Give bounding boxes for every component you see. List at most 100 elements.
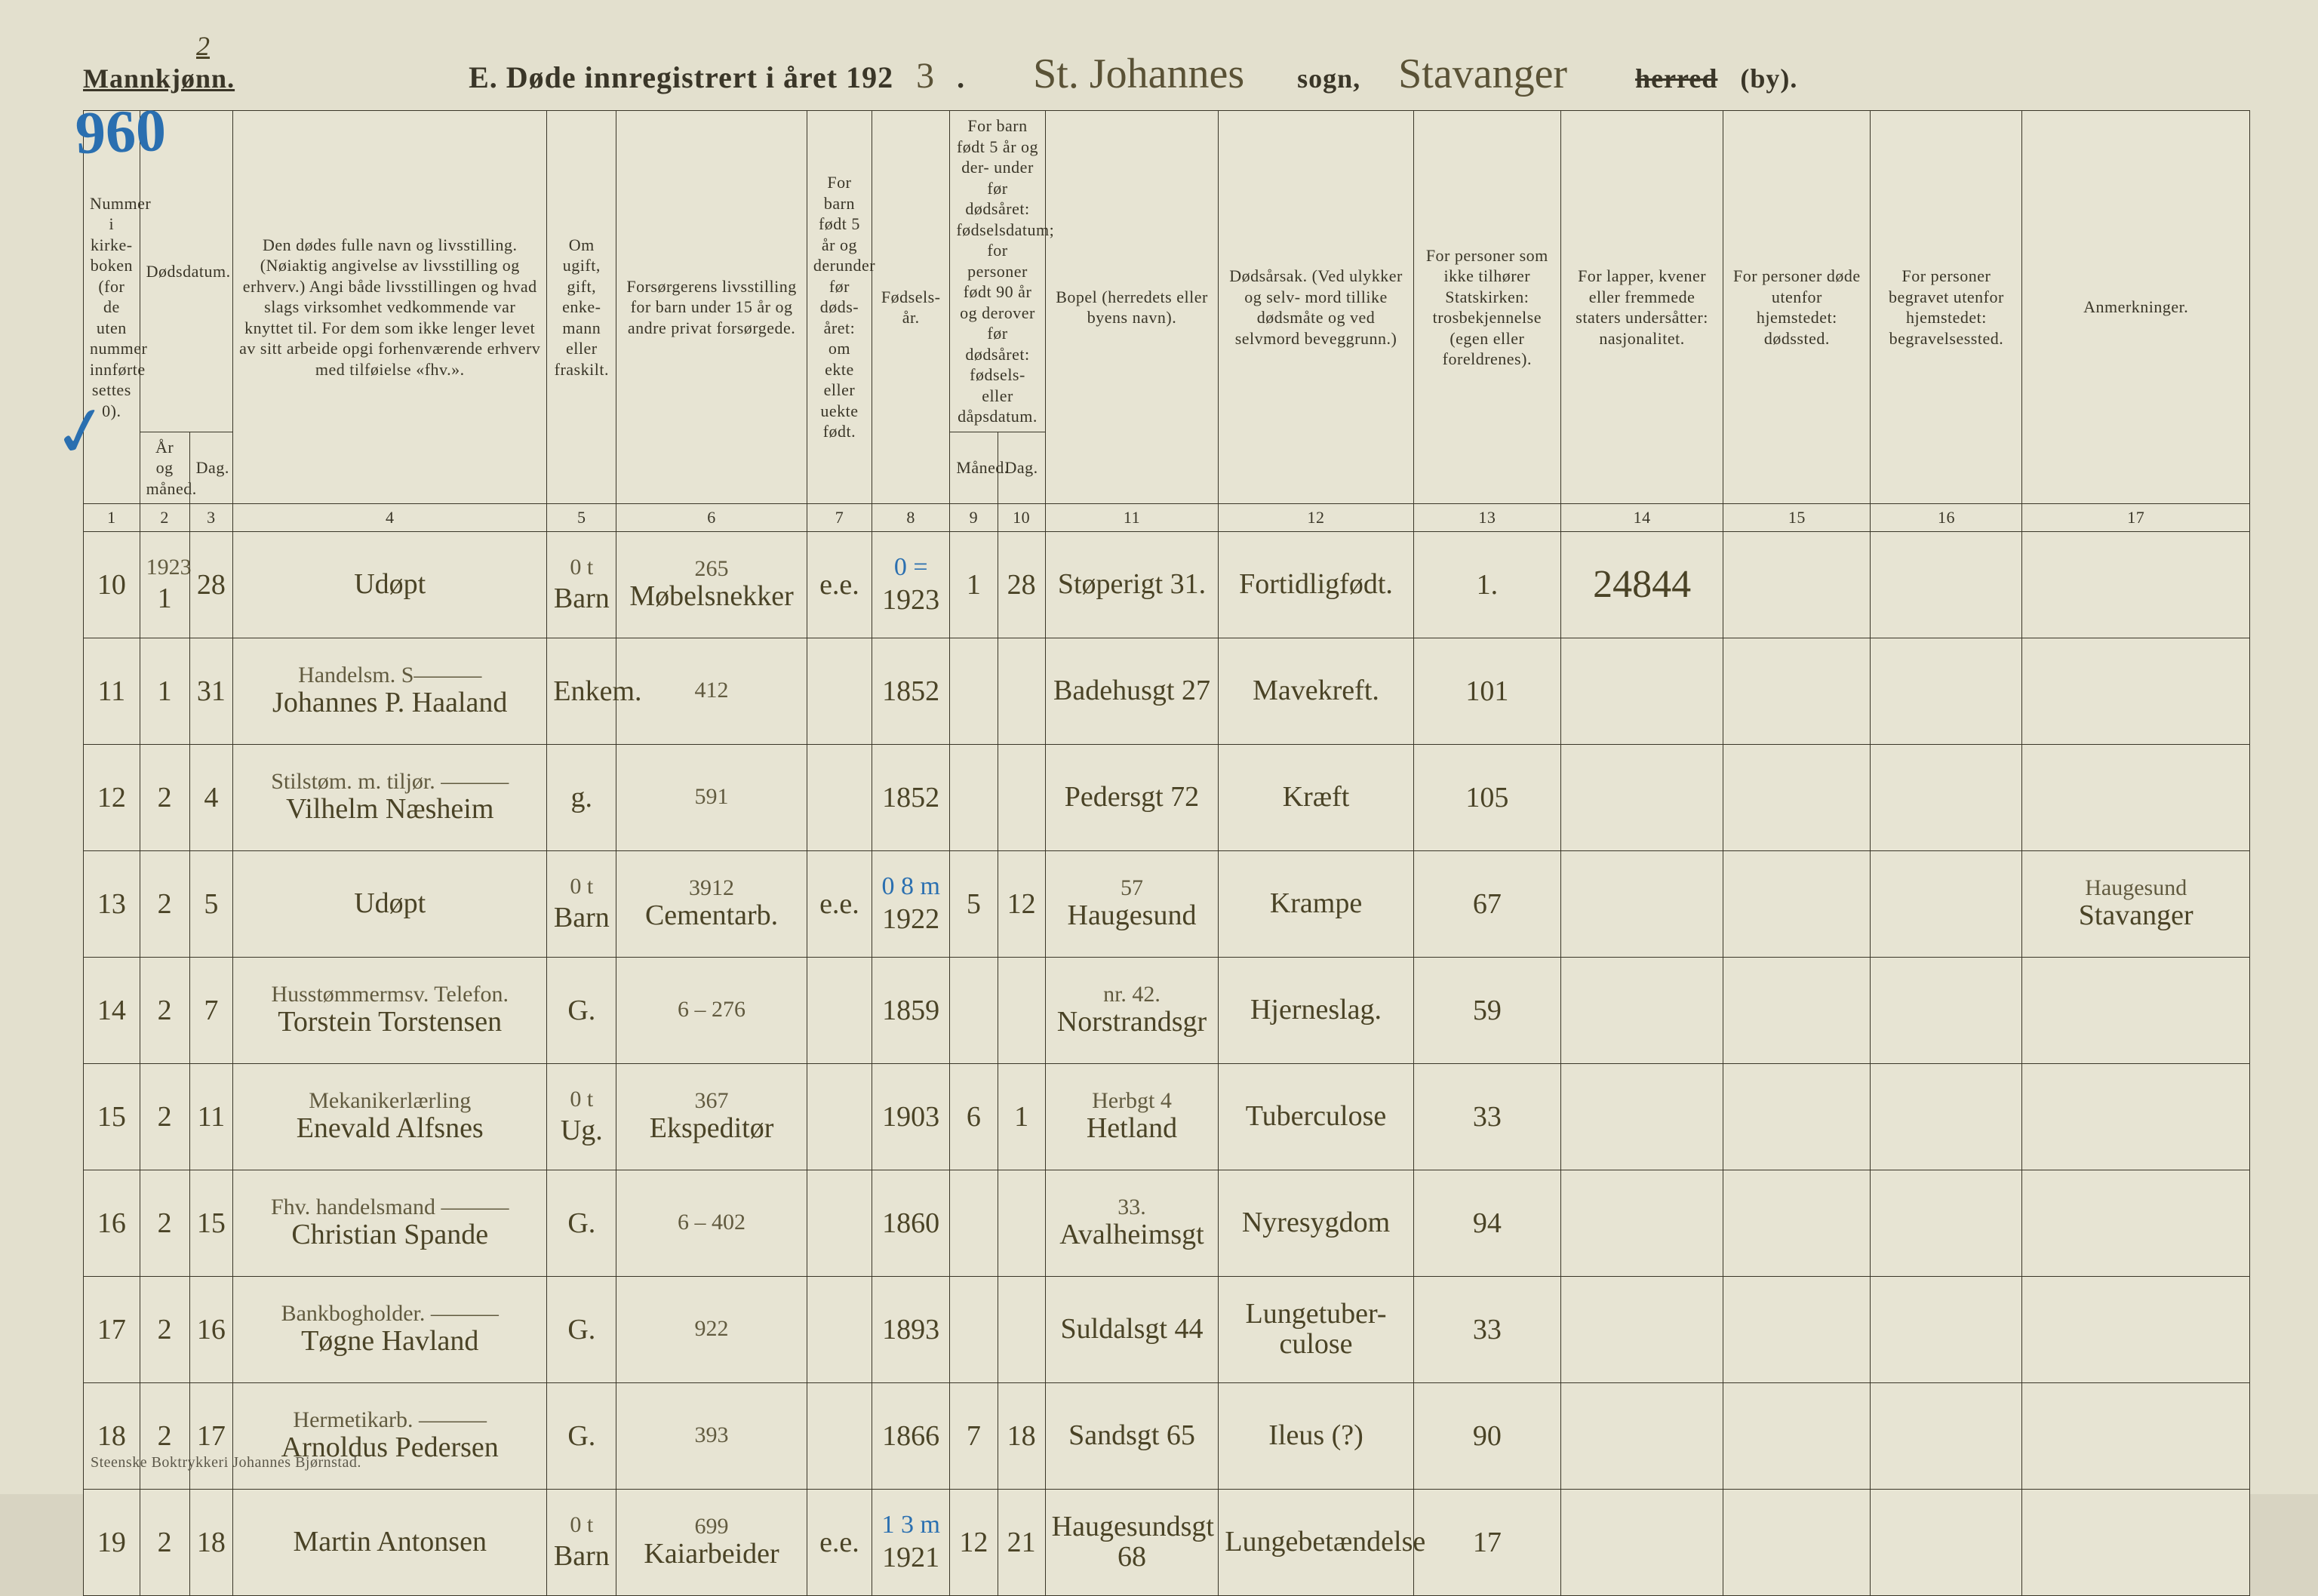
- herred-strike: herred: [1635, 63, 1717, 94]
- col-16: [1871, 638, 2022, 744]
- form-title-prefix: E. Døde innregistrert i året 192: [469, 60, 893, 95]
- col-13: 33: [1413, 1063, 1560, 1170]
- remarks: [2022, 1063, 2250, 1170]
- col-14: 24844: [1560, 531, 1723, 638]
- birth-month: 1: [950, 531, 998, 638]
- table-row: 17216Bankbogholder. ———Tøgne HavlandG.92…: [84, 1276, 2250, 1382]
- legitimate: e.e.: [807, 1489, 872, 1595]
- col-16: [1871, 744, 2022, 850]
- deceased-name: Handelsm. S———Johannes P. Haaland: [233, 638, 547, 744]
- birth-year: 1903: [872, 1063, 950, 1170]
- cause-of-death: Lungetuber- culose: [1219, 1276, 1413, 1382]
- provider-occupation: 922: [616, 1276, 807, 1382]
- col-15-header: For personer døde utenfor hjemstedet: dø…: [1723, 111, 1871, 504]
- colnum: 7: [807, 504, 872, 532]
- table-row: 101923128Udøpt0 tBarn265Møbelsnekkere.e.…: [84, 531, 2250, 638]
- legitimate: [807, 1170, 872, 1276]
- col-16: [1871, 531, 2022, 638]
- title-period: .: [957, 60, 965, 95]
- death-day: 17: [189, 1382, 232, 1489]
- cause-of-death: Nyresygdom: [1219, 1170, 1413, 1276]
- col-8-header: Fødsels- år.: [872, 111, 950, 504]
- provider-occupation: 3912Cementarb.: [616, 850, 807, 957]
- col-14-header: For lapper, kvener eller fremmede stater…: [1560, 111, 1723, 504]
- residence: Herbgt 4Hetland: [1045, 1063, 1219, 1170]
- colnum: 4: [233, 504, 547, 532]
- colnum: 14: [1560, 504, 1723, 532]
- remarks: [2022, 1382, 2250, 1489]
- birth-month: [950, 1170, 998, 1276]
- col-9-10-group-header: For barn født 5 år og der- under før død…: [950, 111, 1045, 432]
- table-row: 11131Handelsm. S———Johannes P. HaalandEn…: [84, 638, 2250, 744]
- deceased-name: Martin Antonsen: [233, 1489, 547, 1595]
- colnum: 11: [1045, 504, 1219, 532]
- col-16: [1871, 957, 2022, 1063]
- entry-number: 10: [84, 531, 140, 638]
- provider-occupation: 412: [616, 638, 807, 744]
- colnum: 8: [872, 504, 950, 532]
- remarks: [2022, 1489, 2250, 1595]
- death-day: 5: [189, 850, 232, 957]
- colnum: 12: [1219, 504, 1413, 532]
- birth-year: 1860: [872, 1170, 950, 1276]
- death-day: 16: [189, 1276, 232, 1382]
- legitimate: [807, 957, 872, 1063]
- col-14: [1560, 1276, 1723, 1382]
- colnum: 1: [84, 504, 140, 532]
- birth-year: 1852: [872, 638, 950, 744]
- col-5-header: Om ugift, gift, enke- mann eller fraskil…: [547, 111, 616, 504]
- cause-of-death: Fortidligfødt.: [1219, 531, 1413, 638]
- death-year-month: 2: [140, 1276, 189, 1382]
- entry-number: 14: [84, 957, 140, 1063]
- birth-day: 1: [998, 1063, 1045, 1170]
- death-year-month: 1: [140, 638, 189, 744]
- parish-label: sogn,: [1297, 63, 1360, 94]
- birth-day: [998, 744, 1045, 850]
- death-year-month: 2: [140, 1063, 189, 1170]
- year-suffix-handwritten: 3: [916, 58, 934, 94]
- remarks: [2022, 1276, 2250, 1382]
- birth-year: 1859: [872, 957, 950, 1063]
- gender-label: Mannkjønn.: [83, 63, 235, 94]
- residence: Sandsgt 65: [1045, 1382, 1219, 1489]
- col-16-header: For personer begravet utenfor hjemstedet…: [1871, 111, 2022, 504]
- col-15: [1723, 850, 1871, 957]
- col-13-header: For personer som ikke tilhører Statskirk…: [1413, 111, 1560, 504]
- form-header: Mannkjønn. E. Døde innregistrert i året …: [83, 53, 2250, 95]
- legitimate: [807, 638, 872, 744]
- col-9-header: Måned.: [950, 432, 998, 504]
- entry-number: 12: [84, 744, 140, 850]
- entry-number: 19: [84, 1489, 140, 1595]
- col-14: [1560, 1063, 1723, 1170]
- marital-status: G.: [547, 957, 616, 1063]
- remarks: [2022, 531, 2250, 638]
- legitimate: [807, 1276, 872, 1382]
- entry-number: 13: [84, 850, 140, 957]
- birth-day: [998, 1276, 1045, 1382]
- birth-day: 28: [998, 531, 1045, 638]
- deceased-name: Stilstøm. m. tiljør. ———Vilhelm Næsheim: [233, 744, 547, 850]
- provider-occupation: 265Møbelsnekker: [616, 531, 807, 638]
- colnum: 3: [189, 504, 232, 532]
- remarks: [2022, 744, 2250, 850]
- cause-of-death: Kræft: [1219, 744, 1413, 850]
- remarks: [2022, 638, 2250, 744]
- col-7-header: For barn født 5 år og derunder før døds-…: [807, 111, 872, 504]
- by-label: (by).: [1740, 63, 1797, 94]
- colnum: 9: [950, 504, 998, 532]
- residence: 57Haugesund: [1045, 850, 1219, 957]
- cause-of-death: Ileus (?): [1219, 1382, 1413, 1489]
- parish-register-page: 2 960 ✓ Mannkjønn. E. Døde innregistrert…: [0, 0, 2318, 1494]
- deceased-name: Udøpt: [233, 850, 547, 957]
- legitimate: [807, 1063, 872, 1170]
- birth-month: [950, 744, 998, 850]
- marital-status: 0 tUg.: [547, 1063, 616, 1170]
- death-day: 31: [189, 638, 232, 744]
- col-16: [1871, 1063, 2022, 1170]
- table-row: 1427Husstømmermsv. Telefon.Torstein Tors…: [84, 957, 2250, 1063]
- death-register-table: Nummer i kirke- boken (for de uten numme…: [83, 110, 2250, 1596]
- col-15: [1723, 744, 1871, 850]
- marital-status: G.: [547, 1170, 616, 1276]
- cause-of-death: Tuberculose: [1219, 1063, 1413, 1170]
- col-15: [1723, 638, 1871, 744]
